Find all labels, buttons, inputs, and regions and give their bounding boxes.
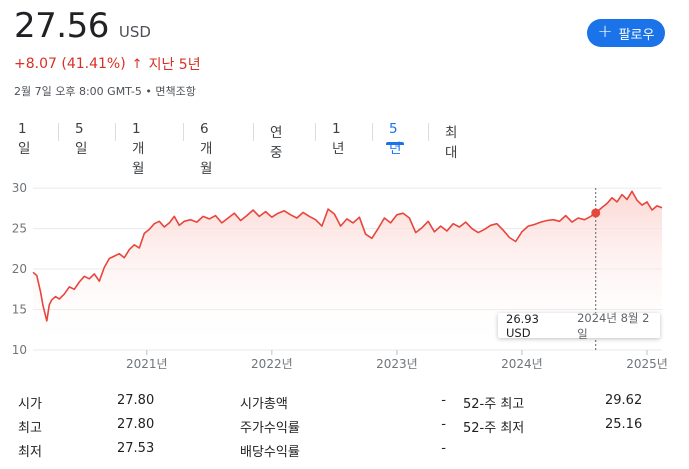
plus-icon: + [597, 21, 613, 42]
tab-range-5[interactable]: 1년 [332, 121, 345, 157]
stat-label: 52-주 최고 [463, 397, 525, 412]
stat-label: 최저 [18, 445, 42, 460]
stat-label: 시가총액 [240, 397, 288, 412]
tab-range-0[interactable]: 1일 [18, 121, 31, 157]
tab-separator [428, 123, 429, 141]
stat-label: 52-주 최저 [463, 421, 525, 436]
x-tick-label: 2022년 [251, 357, 293, 371]
y-tick-label: 10 [12, 343, 27, 357]
timestamp: 2월 7일 오후 8:00 GMT-5 • 면책조항 [14, 85, 196, 98]
tab-separator [58, 123, 59, 141]
tooltip-date: 2024년 8월 2일 [577, 310, 650, 341]
arrow-up-icon: ↑ [131, 56, 143, 72]
chart-tooltip: 26.93 USD 2024년 8월 2일 [498, 311, 660, 341]
price-area-fill [33, 191, 662, 350]
stat-label: 최고 [18, 421, 42, 436]
follow-button[interactable]: + 팔로우 [587, 19, 665, 47]
tab-separator [253, 123, 254, 141]
tab-separator [372, 123, 373, 141]
price-value: 27.56 [14, 6, 109, 46]
price-change: +8.07 (41.41%) [14, 56, 126, 72]
tab-range-7[interactable]: 최대 [445, 125, 458, 161]
y-tick-label: 30 [12, 181, 27, 195]
change-row: +8.07 (41.41%) ↑ 지난 5년 [14, 54, 201, 74]
stat-label: 배당수익률 [240, 445, 300, 460]
stat-value: 27.53 [117, 441, 155, 456]
y-tick-label: 15 [12, 303, 27, 317]
chart-svg: 10 15 20 25 30 2021년 2022년 2023년 2024년 2025년 [12, 181, 668, 371]
stat-label: 주가수익률 [240, 421, 300, 436]
follow-button-label: 팔로우 [618, 27, 655, 43]
tab-range-6[interactable]: 5년 [385, 118, 405, 157]
tab-range-3[interactable]: 6개월 [200, 121, 213, 177]
tab-separator [183, 123, 184, 141]
stat-value: 25.16 [605, 417, 643, 432]
x-tick-label: 2024년 [501, 357, 543, 371]
currency-label: USD [118, 23, 151, 41]
tab-range-4[interactable]: 연중 [270, 125, 283, 161]
x-tick-label: 2023년 [376, 357, 418, 371]
y-tick-label: 25 [12, 222, 27, 236]
y-tick-label: 20 [12, 262, 27, 276]
tab-separator [315, 123, 316, 141]
tab-range-1[interactable]: 5일 [75, 121, 88, 157]
tooltip-value: 26.93 USD [506, 311, 539, 340]
stat-value: 27.80 [117, 393, 155, 408]
x-tick-label: 2025년 [626, 357, 668, 371]
x-tick-label: 2021년 [126, 357, 168, 371]
price-chart[interactable]: 10 15 20 25 30 2021년 2022년 2023년 2024년 2025년 [0, 170, 689, 380]
tab-separator [115, 123, 116, 141]
stat-value: - [441, 393, 446, 408]
period-label: 지난 5년 [148, 57, 201, 73]
stat-value: 27.80 [117, 417, 155, 432]
stat-label: 시가 [18, 397, 42, 412]
stat-value: - [441, 441, 446, 456]
price-line [32, 190, 663, 322]
price-row: 27.56 USD [14, 6, 151, 46]
stat-value: - [441, 417, 446, 432]
tab-range-2[interactable]: 1개월 [132, 121, 145, 177]
hover-point [591, 208, 601, 218]
stat-value: 29.62 [605, 393, 643, 408]
